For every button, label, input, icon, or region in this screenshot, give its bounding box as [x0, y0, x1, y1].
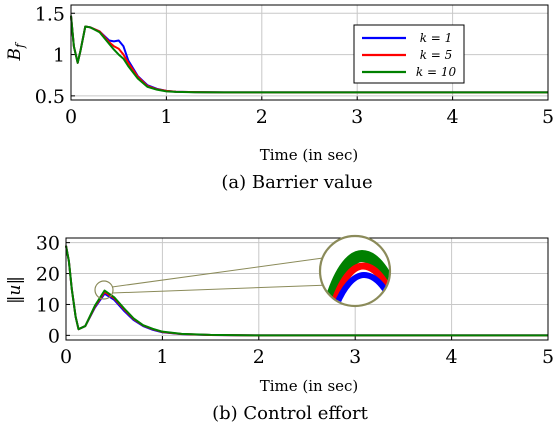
- x-tick-label: 1: [160, 106, 172, 128]
- plot-frame-a: [70, 4, 549, 101]
- zoom-band-blue: [332, 271, 389, 305]
- panel-b: 0 1 2 3 4 5 0 10 20 30 ‖u‖ Time (in sec) (b) Con…: [5, 233, 554, 424]
- x-tick-label: 0: [65, 106, 77, 128]
- legend: k = 1 k = 5 k = 10: [353, 24, 465, 84]
- x-axis-label-a: Time (in sec): [260, 146, 359, 164]
- y-axis-label-b: ‖u‖: [5, 276, 25, 304]
- x-tick-labels-b: 0 1 2 3 4 5: [60, 346, 554, 368]
- plot-frame-b: [65, 237, 549, 341]
- y-tick-label: 1: [53, 45, 65, 67]
- y-axis-label-a: Bf: [5, 41, 27, 62]
- panel-a: 0 1 2 3 4 5 0.5 1 1.5 Bf Time (in sec) (a) Barr…: [5, 3, 554, 193]
- y-tick-label: 1.5: [35, 3, 65, 25]
- y-tick-labels-b: 0 10 20 30: [36, 233, 60, 348]
- zoom-source-circle: [94, 280, 114, 300]
- legend-label: k = 10: [416, 65, 457, 79]
- x-tick-label: 0: [60, 346, 72, 368]
- series-lines-b: [65, 245, 548, 337]
- caption-a: (a) Barrier value: [221, 172, 372, 193]
- x-tick-label: 4: [446, 346, 458, 368]
- x-tick-label: 3: [349, 346, 361, 368]
- series-line-3: [65, 245, 548, 337]
- caption-b: (b) Control effort: [212, 403, 369, 424]
- zoom-lens-content: [324, 249, 389, 305]
- grid-b: [65, 238, 549, 340]
- y-tick-label: 20: [36, 264, 60, 286]
- y-tick-label: 30: [36, 233, 60, 255]
- series-lines-a: [70, 15, 548, 94]
- grid-a: [70, 5, 549, 100]
- x-axis-label-b: Time (in sec): [260, 377, 359, 395]
- zoom-inset: [94, 234, 392, 308]
- zoom-connector-line-top: [111, 257, 324, 288]
- y-tick-label: 0: [48, 325, 60, 347]
- legend-label: k = 5: [420, 48, 453, 62]
- y-tick-labels-a: 0.5 1 1.5: [35, 3, 65, 108]
- x-tick-label: 5: [542, 346, 554, 368]
- x-tick-label: 3: [351, 106, 363, 128]
- x-tick-label: 2: [253, 346, 265, 368]
- x-tick-label: 2: [256, 106, 268, 128]
- zoom-band-red: [329, 262, 389, 305]
- x-tick-label: 1: [156, 346, 168, 368]
- legend-label: k = 1: [420, 31, 453, 45]
- series-line-3: [70, 15, 548, 94]
- x-tick-label: 4: [447, 106, 459, 128]
- zoom-connector-line-bottom: [111, 284, 331, 294]
- x-tick-label: 5: [542, 106, 554, 128]
- x-tick-labels-a: 0 1 2 3 4 5: [65, 106, 554, 128]
- y-tick-label: 10: [36, 294, 60, 316]
- zoom-band-green: [324, 249, 389, 305]
- y-tick-label: 0.5: [35, 86, 65, 108]
